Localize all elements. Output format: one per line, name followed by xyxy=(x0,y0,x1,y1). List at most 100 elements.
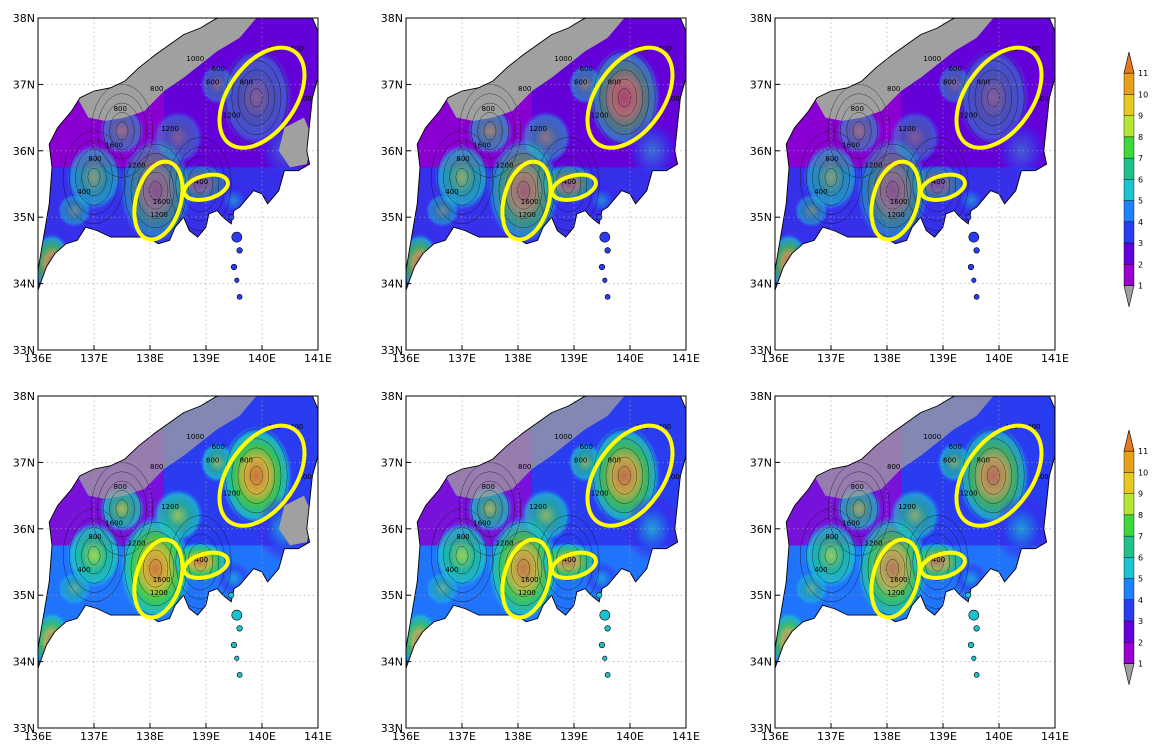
contour-label: 800 xyxy=(114,483,127,491)
colorbar-top: 1 2 3 4 5 6 7 8 9 10 11 xyxy=(1123,51,1148,307)
colorbar-label: 3 xyxy=(1138,239,1143,248)
y-tick-label: 36N xyxy=(750,145,772,158)
island xyxy=(596,592,603,599)
y-tick-label: 36N xyxy=(381,523,403,536)
y-tick-label: 38N xyxy=(13,12,35,25)
colorbar-label: 2 xyxy=(1138,260,1143,269)
contour-label: 800 xyxy=(851,483,864,491)
highlight-ellipse xyxy=(182,172,230,202)
island xyxy=(234,277,240,283)
missing-data-area xyxy=(77,396,257,499)
contour-label: 1200 xyxy=(887,211,905,219)
colorbar-swatch xyxy=(1123,599,1135,622)
colorbar-swatch xyxy=(1123,221,1135,244)
island xyxy=(602,655,608,661)
contour-label: 400 xyxy=(445,566,458,574)
highlight-ellipse xyxy=(954,45,1044,150)
highlight-ellipse xyxy=(217,45,307,150)
contour-label: 400 xyxy=(77,188,90,196)
contour-label: 800 xyxy=(851,105,864,113)
x-tick-label: 140E xyxy=(248,730,276,743)
colorbar-swatch xyxy=(1123,73,1135,95)
contour-label: 800 xyxy=(518,85,531,93)
y-tick-label: 34N xyxy=(750,278,772,291)
contour-label: 600 xyxy=(212,65,225,73)
x-tick-label: 138E xyxy=(504,352,532,365)
contour-label: 800 xyxy=(482,483,495,491)
colorbar-label: 4 xyxy=(1138,596,1143,605)
contour-label: 600 xyxy=(943,456,956,464)
missing-data-area xyxy=(814,396,994,499)
contour-label: 1600 xyxy=(473,141,491,149)
coastline xyxy=(37,395,319,669)
contour-label: 400 xyxy=(298,95,311,103)
x-tick-label: 139E xyxy=(560,730,588,743)
contour-label: 400 xyxy=(1027,45,1040,53)
highlight-ellipse xyxy=(869,159,922,242)
colorbar-swatch xyxy=(1123,157,1135,180)
y-tick-label: 38N xyxy=(381,390,403,403)
contour-label: 400 xyxy=(658,423,671,431)
x-tick-label: 137E xyxy=(817,352,845,365)
island xyxy=(968,231,980,243)
colorbar-label: 6 xyxy=(1138,553,1143,562)
colorbar-label: 10 xyxy=(1138,468,1148,477)
y-tick-label: 35N xyxy=(381,211,403,224)
contour-label: 1200 xyxy=(960,112,978,120)
axis-ticks: 136E 137E 138E 139E 140E 141E 38N 37N 36N 35N 34N 3… xyxy=(381,12,700,365)
highlight-ellipse xyxy=(954,423,1044,528)
colorbar-label: 1 xyxy=(1138,282,1143,291)
x-tick-label: 136E xyxy=(392,730,420,743)
contour-label: 400 xyxy=(195,178,208,186)
y-tick-label: 37N xyxy=(750,456,772,469)
map-frame xyxy=(774,395,1056,729)
y-tick-label: 36N xyxy=(13,523,35,536)
contour-label: 400 xyxy=(195,556,208,564)
y-tick-label: 33N xyxy=(381,722,403,735)
contour-label: 1000 xyxy=(186,55,204,63)
coastline xyxy=(405,17,687,291)
colorbar-swatch xyxy=(1123,557,1135,579)
y-tick-label: 33N xyxy=(381,344,403,357)
island xyxy=(230,641,238,649)
highlight-ellipses xyxy=(500,45,675,242)
island xyxy=(971,655,977,661)
contour-label: 400 xyxy=(932,556,945,564)
contour-label: 1200 xyxy=(518,589,536,597)
contour-label: 1000 xyxy=(554,433,572,441)
y-tick-label: 35N xyxy=(381,589,403,602)
island xyxy=(973,294,980,300)
contour-label: 1600 xyxy=(473,519,491,527)
colorbar-swatch xyxy=(1123,493,1135,516)
x-tick-label: 136E xyxy=(392,352,420,365)
axis-ticks: 136E 137E 138E 139E 140E 141E 38N 37N 36N 35N 34N 3… xyxy=(750,12,1069,365)
x-tick-label: 137E xyxy=(817,730,845,743)
contour-label: 600 xyxy=(580,443,593,451)
island xyxy=(965,592,972,599)
x-tick-label: 136E xyxy=(761,352,789,365)
contour-label: 1200 xyxy=(128,161,146,169)
map-frame xyxy=(37,17,319,351)
y-tick-label: 38N xyxy=(13,390,35,403)
contour-label: 1600 xyxy=(521,576,539,584)
contour-label: 800 xyxy=(977,456,990,464)
axis-ticks: 136E 137E 138E 139E 140E 141E 38N 37N 36N 35N 34N 3… xyxy=(13,390,332,743)
colorbar-label: 9 xyxy=(1138,490,1143,499)
island xyxy=(231,609,243,621)
colorbar-swatch xyxy=(1123,535,1135,558)
colorbar-swatch xyxy=(1123,200,1135,223)
contour-label: 1600 xyxy=(842,141,860,149)
contour-label: 1200 xyxy=(591,490,609,498)
island xyxy=(973,247,980,254)
y-tick-label: 38N xyxy=(750,12,772,25)
island xyxy=(236,247,243,254)
highlight-ellipses xyxy=(132,45,307,242)
contour-label: 1600 xyxy=(521,198,539,206)
x-tick-label: 138E xyxy=(136,730,164,743)
map-panel-top-left: 800 800 1000 600 400 400 1600 1200 800 1600 1200 40… xyxy=(13,12,332,365)
contour-label: 1200 xyxy=(960,490,978,498)
y-tick-label: 34N xyxy=(381,278,403,291)
contour-label: 1200 xyxy=(150,211,168,219)
map-frame xyxy=(774,17,1056,351)
highlight-ellipse xyxy=(869,537,922,620)
